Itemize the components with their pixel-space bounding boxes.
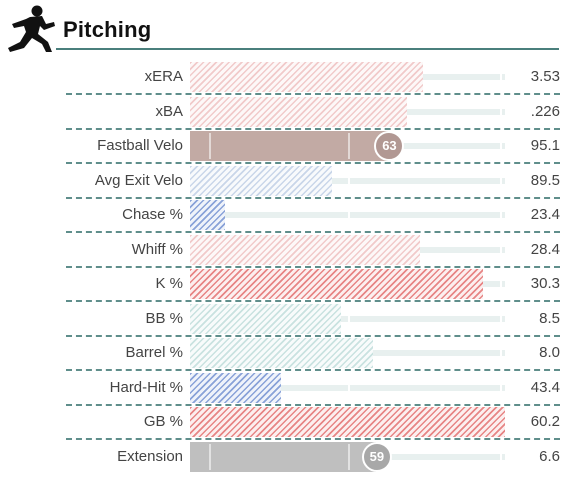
stat-label: Chase % — [122, 206, 183, 223]
track-tick — [500, 108, 503, 115]
track-tick — [500, 74, 503, 80]
percentile-track — [190, 384, 505, 391]
stat-row: xBA .226 — [0, 95, 571, 130]
track-tick — [500, 453, 503, 460]
percentile-bar — [190, 96, 408, 127]
row-separator — [66, 438, 560, 440]
row-separator — [66, 127, 560, 130]
row-separator — [66, 162, 560, 164]
percentile-bar — [190, 62, 424, 92]
percentile-bar — [190, 200, 225, 230]
stat-value: 89.5 — [530, 171, 560, 189]
stat-label: Hard-Hit % — [109, 378, 183, 396]
stat-value: 28.4 — [530, 240, 560, 258]
stat-value: 95.1 — [530, 137, 560, 154]
section-title: Pitching — [63, 17, 152, 42]
bar-tick — [347, 133, 350, 159]
track-tick — [500, 246, 503, 253]
stat-value: 60.2 — [530, 413, 560, 430]
percentile-badge: 59 — [361, 441, 392, 472]
stat-label: xBA — [155, 102, 183, 120]
row-separator — [66, 369, 560, 371]
percentile-track — [190, 177, 505, 184]
stat-value: 8.5 — [539, 309, 560, 327]
track-tick — [347, 177, 350, 184]
stat-value: 43.4 — [530, 378, 560, 396]
stat-row: Barrel % 8.0 — [0, 336, 571, 371]
pitcher-icon — [8, 5, 55, 52]
stat-value: 30.3 — [530, 275, 560, 292]
row-separator — [66, 196, 560, 199]
track-tick — [500, 212, 503, 218]
stat-row: K % 30.3 — [0, 267, 571, 302]
row-separator — [66, 93, 560, 95]
percentile-badge: 63 — [374, 131, 405, 161]
stat-label: BB % — [145, 309, 183, 327]
stat-value: .226 — [530, 102, 560, 120]
percentile-bar — [190, 338, 373, 368]
percentile-bar — [190, 269, 483, 299]
track-tick — [500, 143, 503, 149]
stat-row: xERA 3.53 — [0, 60, 571, 95]
row-separator — [66, 334, 560, 337]
percentile-track — [190, 212, 505, 218]
stat-row: GB % 60.2 — [0, 405, 571, 440]
stat-row: Extension 59 6.6 — [0, 440, 571, 474]
row-separator — [66, 300, 560, 302]
section-underline — [56, 48, 559, 50]
row-separator — [66, 231, 560, 233]
stat-row: Fastball Velo 63 95.1 — [0, 129, 571, 164]
stat-value: 23.4 — [530, 206, 560, 223]
stat-row: Chase % 23.4 — [0, 198, 571, 233]
track-tick — [500, 315, 503, 322]
stat-label: Fastball Velo — [97, 137, 183, 154]
stat-label: K % — [155, 275, 183, 292]
percentile-bar — [190, 165, 332, 196]
stat-label: xERA — [144, 68, 183, 85]
percentile-bar — [190, 303, 342, 334]
stat-label: Avg Exit Velo — [94, 171, 183, 189]
percentile-bar — [190, 234, 420, 265]
stat-value: 6.6 — [539, 447, 560, 465]
track-tick — [500, 384, 503, 391]
track-tick — [347, 212, 350, 218]
percentile-track — [190, 315, 505, 322]
percentile-bar — [190, 131, 389, 161]
track-tick — [500, 177, 503, 184]
stat-label: Barrel % — [125, 344, 183, 361]
percentile-bar — [190, 407, 505, 437]
row-separator — [66, 403, 560, 406]
percentile-bar — [190, 441, 376, 472]
stat-value: 8.0 — [539, 344, 560, 361]
bar-tick — [208, 133, 211, 159]
bar-tick — [347, 443, 350, 470]
stat-row: Whiff % 28.4 — [0, 233, 571, 268]
stat-row: BB % 8.5 — [0, 302, 571, 337]
stat-label: Whiff % — [131, 240, 183, 258]
stat-label: Extension — [117, 447, 183, 465]
track-tick — [347, 384, 350, 391]
stat-row: Hard-Hit % 43.4 — [0, 371, 571, 406]
stat-label: GB % — [143, 413, 183, 430]
section-header: Pitching — [0, 0, 571, 56]
percentile-bar — [190, 372, 282, 403]
track-tick — [500, 281, 503, 287]
stat-value: 3.53 — [530, 68, 560, 85]
track-tick — [500, 350, 503, 356]
stat-row: Avg Exit Velo 89.5 — [0, 164, 571, 199]
bar-tick — [208, 443, 211, 470]
row-separator — [66, 265, 560, 268]
track-tick — [347, 315, 350, 322]
